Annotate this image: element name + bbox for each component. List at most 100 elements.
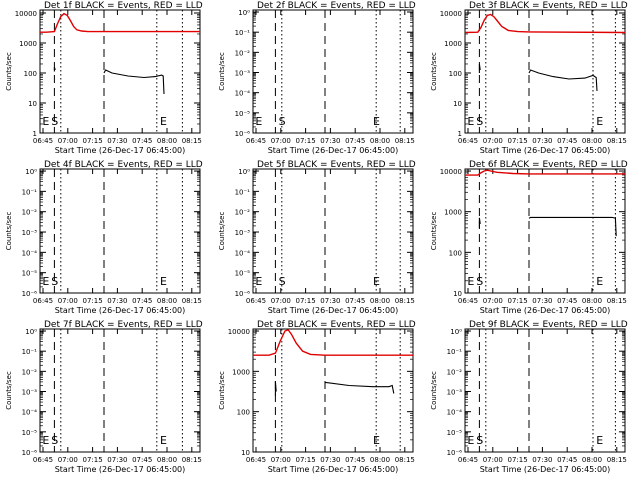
event-marker: E: [160, 275, 167, 288]
x-tick-label: 07:30: [320, 137, 340, 145]
event-marker: E: [467, 434, 474, 447]
event-marker: S: [476, 275, 483, 288]
y-tick-label: 10⁻⁶: [22, 290, 38, 298]
chart-title: Det 9f BLACK = Events, RED = LLD: [469, 320, 628, 330]
y-axis-label: Counts/sec: [430, 371, 438, 410]
chart-title: Det 4f BLACK = Events, RED = LLD: [44, 160, 203, 170]
y-tick-label: 10⁻³: [22, 229, 38, 237]
y-axis-label: Counts/sec: [218, 52, 226, 91]
series-red: [464, 13, 626, 34]
y-tick-label: 10⁻¹: [22, 188, 38, 196]
plot-frame: [252, 9, 414, 134]
series-black: [325, 382, 395, 394]
y-tick-label: 10⁻⁵: [447, 429, 463, 437]
y-tick-label: 10⁻⁴: [22, 409, 38, 417]
series-black: [528, 69, 598, 92]
chart-title: Det 2f BLACK = Events, RED = LLD: [257, 1, 416, 11]
y-tick-label: 10⁻²: [22, 209, 38, 217]
y-tick-label: 10⁻⁵: [235, 270, 251, 278]
plot-frame: [464, 168, 626, 294]
y-tick-label: 10⁻⁶: [22, 449, 38, 457]
chart-det-9: Det 9f BLACK = Events, RED = LLD 10⁻⁶ 10⁻⁵…: [430, 320, 628, 474]
event-marker: E: [160, 115, 167, 128]
x-tick-label: 08:15: [395, 456, 415, 464]
y-tick-label: 10⁻⁵: [22, 270, 38, 278]
event-marker: E: [42, 115, 49, 128]
plot-frame: [39, 328, 201, 453]
y-tick-label: 1: [33, 130, 37, 138]
x-tick-label: 07:45: [132, 456, 152, 464]
y-tick-label: 10⁻⁵: [22, 429, 38, 437]
x-tick-label: 08:00: [157, 456, 177, 464]
x-tick-label: 07:00: [483, 456, 503, 464]
event-marker: E: [596, 115, 603, 128]
x-tick-label: 07:00: [58, 456, 78, 464]
y-tick-label: 10000: [228, 328, 250, 336]
x-axis-label: Start Time (26-Dec-17 06:45:00): [268, 146, 399, 155]
y-tick-label: 1000: [232, 368, 250, 376]
x-tick-label: 08:15: [182, 297, 202, 305]
x-tick-label: 07:30: [107, 456, 127, 464]
event-marker: S: [476, 434, 483, 447]
y-tick-label: 10⁻¹: [22, 348, 38, 356]
y-tick-label: 10: [28, 100, 37, 108]
x-tick-label: 07:30: [320, 297, 340, 305]
event-marker: E: [467, 275, 474, 288]
chart-det-3: Det 3f BLACK = Events, RED = LLD 1 10 100 10…: [430, 1, 628, 155]
x-tick-label: 07:00: [271, 297, 291, 305]
x-tick-label: 07:15: [296, 137, 316, 145]
y-axis-label: Counts/sec: [218, 212, 226, 251]
y-tick-label: 100: [237, 409, 250, 417]
x-tick-label: 07:30: [532, 297, 552, 305]
x-tick-label: 07:30: [532, 137, 552, 145]
event-marker: E: [467, 115, 474, 128]
y-tick-label: 10000: [15, 10, 37, 18]
y-tick-label: 10⁻³: [235, 70, 251, 78]
x-tick-label: 07:15: [83, 297, 103, 305]
y-tick-label: 10⁻³: [235, 229, 251, 237]
x-tick-label: 06:45: [458, 456, 478, 464]
y-tick-label: 10⁰: [25, 168, 37, 176]
y-tick-label: 100: [449, 249, 462, 257]
y-tick-label: 10⁰: [25, 328, 37, 336]
y-tick-label: 10⁻⁵: [235, 110, 251, 118]
x-tick-label: 08:00: [157, 297, 177, 305]
series-black: [53, 66, 56, 72]
x-tick-label: 06:45: [246, 456, 266, 464]
y-tick-label: 100: [24, 70, 37, 78]
y-tick-label: 1000: [444, 209, 462, 217]
chart-det-4: Det 4f BLACK = Events, RED = LLD 10⁻⁶ 10⁻⁵…: [5, 160, 203, 315]
series-red: [40, 12, 200, 33]
y-tick-label: 10: [453, 290, 462, 298]
y-axis-label: Counts/sec: [430, 212, 438, 251]
x-tick-label: 07:45: [557, 137, 577, 145]
y-tick-label: 10⁻²: [22, 368, 38, 376]
y-tick-label: 10⁻³: [22, 389, 38, 397]
series-red: [465, 169, 625, 176]
y-tick-label: 10⁻⁶: [235, 130, 251, 138]
event-marker: S: [51, 275, 58, 288]
y-tick-label: 10⁻⁴: [447, 409, 463, 417]
x-tick-label: 06:45: [458, 137, 478, 145]
y-tick-label: 10: [241, 449, 250, 457]
y-tick-label: 10⁻⁶: [235, 290, 251, 298]
event-marker: E: [373, 275, 380, 288]
x-tick-label: 07:45: [345, 297, 365, 305]
x-tick-label: 08:00: [370, 137, 390, 145]
y-tick-label: 10⁻²: [447, 368, 463, 376]
y-axis-label: Counts/sec: [5, 371, 13, 410]
x-tick-label: 07:45: [132, 137, 152, 145]
event-marker: E: [596, 275, 603, 288]
x-tick-label: 07:15: [508, 297, 528, 305]
chart-title: Det 8f BLACK = Events, RED = LLD: [257, 320, 416, 330]
chart-title: Det 6f BLACK = Events, RED = LLD: [469, 160, 628, 170]
chart-det-2: Det 2f BLACK = Events, RED = LLD 10⁻⁶ 10⁻⁵…: [218, 1, 416, 155]
y-axis-label: Counts/sec: [5, 52, 13, 91]
event-marker: E: [596, 434, 603, 447]
x-tick-label: 07:45: [557, 456, 577, 464]
y-tick-label: 10⁻⁶: [447, 449, 463, 457]
chart-det-1: Det 1f BLACK = Events, RED = LLD 1 10 100 10…: [5, 1, 203, 155]
x-tick-label: 06:45: [458, 297, 478, 305]
event-marker: S: [279, 115, 286, 128]
x-axis-label: Start Time (26-Dec-17 06:45:00): [55, 306, 186, 315]
